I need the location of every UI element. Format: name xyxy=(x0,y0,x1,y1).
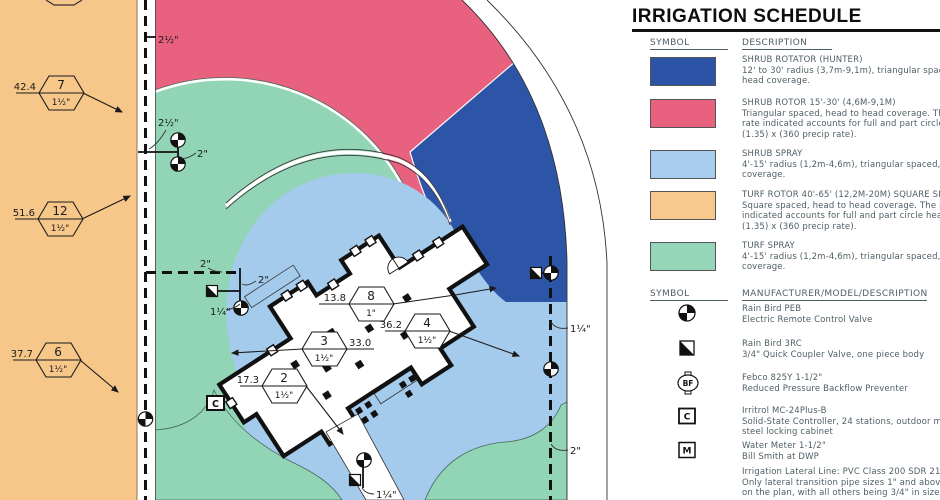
svg-text:8: 8 xyxy=(367,289,375,303)
equipment-desc: Irritrol MC-24Plus-B Solid-State Controll… xyxy=(742,406,940,437)
curb-line xyxy=(461,0,568,500)
svg-text:36.2: 36.2 xyxy=(380,320,402,331)
quick-coupler-icon xyxy=(205,284,219,298)
remote-control-valve-icon xyxy=(678,304,696,322)
turf-spray-zone-sw xyxy=(155,388,343,500)
svg-text:4: 4 xyxy=(423,316,431,330)
parkway-turf-rotor-zone xyxy=(0,0,137,500)
valve-callout: 17.3 2 1½" xyxy=(237,368,344,435)
irrigation-schedule-legend: IRRIGATION SCHEDULE SYMBOL DESCRIPTION S… xyxy=(630,0,940,500)
valve-callout: 42.4 7 1½" xyxy=(14,75,123,113)
valve-callout: 13.8 8 1" xyxy=(319,285,498,322)
equipment-desc: Water Meter 1-1/2" Bill Smith at DWP xyxy=(742,441,826,462)
svg-text:13.8: 13.8 xyxy=(324,293,346,304)
remote-control-valve-icon xyxy=(543,265,559,281)
water-meter-icon: M xyxy=(678,441,696,459)
valve-callout: 51.6 12 1½" xyxy=(13,195,131,237)
equipment-desc: Rain Bird PEB Electric Remote Control Val… xyxy=(742,304,873,325)
pipe-label: 2" xyxy=(570,446,581,457)
remote-control-valve-icon xyxy=(233,300,249,316)
pipe-label: 2" xyxy=(197,149,208,160)
remote-control-valve-icon xyxy=(543,361,559,377)
zone-desc: TURF ROTOR 40'-65' (12,2M-20M) SQUARE SP… xyxy=(742,190,940,232)
svg-text:C: C xyxy=(212,399,219,410)
svg-text:12: 12 xyxy=(52,204,67,218)
equipment-symbol-header: SYMBOL xyxy=(650,289,728,301)
pipe-label: 1¼" xyxy=(376,489,397,500)
equipment-desc: Rain Bird 3RC 3/4" Quick Coupler Valve, o… xyxy=(742,339,925,360)
svg-text:C: C xyxy=(684,412,691,422)
svg-text:2: 2 xyxy=(280,371,288,385)
svg-text:7: 7 xyxy=(57,78,65,92)
svg-text:6: 6 xyxy=(54,345,62,359)
zone-swatch-shrub-spray xyxy=(650,150,716,179)
pipe-label: 1¼" xyxy=(570,323,591,335)
street-edge-line xyxy=(486,0,608,500)
svg-text:17.3: 17.3 xyxy=(237,375,259,386)
zone-swatch-shrub-rotator xyxy=(650,57,716,86)
zones-symbol-header: SYMBOL xyxy=(650,38,728,50)
svg-text:42.4: 42.4 xyxy=(14,82,36,93)
remote-control-valve-icon xyxy=(170,132,186,148)
zone-swatch-shrub-rotor xyxy=(650,99,716,128)
planter-strip xyxy=(243,264,301,309)
remote-control-valve-icon xyxy=(356,452,372,468)
walkway-edge xyxy=(224,148,452,226)
svg-text:1½": 1½" xyxy=(49,365,68,375)
svg-text:M: M xyxy=(683,446,692,456)
svg-text:1½": 1½" xyxy=(418,336,437,346)
wall-windows xyxy=(224,234,445,410)
zones-description-header: DESCRIPTION xyxy=(742,38,832,50)
zone-desc: TURF SPRAY 4'-15' radius (1,2m-4,6m), tri… xyxy=(742,241,940,272)
valve-callouts: 42.4 7 1½" 51.6 12 1½" 37.7 6 xyxy=(11,75,521,435)
plan-symbols: C xyxy=(137,132,559,487)
svg-text:37.7: 37.7 xyxy=(11,349,33,360)
pipe-label: 2½" xyxy=(158,117,179,129)
controller-icon: C xyxy=(206,395,225,411)
site-plan: C 2½" 2½" 2" 2" 2" 1¼" 1¼" 2" 1¼" xyxy=(0,0,630,500)
remote-control-valve-icon xyxy=(137,411,154,427)
zone-desc: SHRUB ROTATOR (HUNTER) 12' to 30' radius … xyxy=(742,55,940,86)
equipment-desc: Febco 825Y 1-1/2" Reduced Pressure Backfl… xyxy=(742,373,908,394)
quick-coupler-icon xyxy=(348,473,362,487)
svg-text:1½": 1½" xyxy=(275,391,294,401)
title-rule xyxy=(632,29,940,32)
equipment-description-header: MANUFACTURER/MODEL/DESCRIPTION xyxy=(742,289,928,301)
pipe-label: 2½" xyxy=(158,34,179,46)
svg-text:51.6: 51.6 xyxy=(13,208,35,219)
zone-desc: SHRUB SPRAY 4'-15' radius (1,2m-4,6m), tr… xyxy=(742,149,940,180)
pipe-label: 1¼" xyxy=(210,306,231,318)
quick-coupler-icon xyxy=(679,340,695,356)
pipe-label: 2" xyxy=(258,275,269,286)
zone-swatch-turf-spray xyxy=(650,242,716,271)
svg-text:1½": 1½" xyxy=(315,354,334,364)
valve-callout: 33.0 3 1½" xyxy=(230,331,374,367)
door-swing xyxy=(387,256,409,275)
zone-swatch-turf-rotor xyxy=(650,191,716,220)
legend-title: IRRIGATION SCHEDULE xyxy=(632,6,862,27)
partial-hexagon-callout xyxy=(45,0,83,6)
svg-text:1½": 1½" xyxy=(51,224,70,234)
valve-callout: 37.7 6 1½" xyxy=(11,342,119,393)
lateral-line-note: Irrigation Lateral Line: PVC Class 200 S… xyxy=(742,467,940,498)
label-leaders xyxy=(148,129,569,495)
pipe-label: 2" xyxy=(200,259,211,270)
turf-spray-zone-se xyxy=(424,401,567,500)
valve-callout: 36.2 4 1½" xyxy=(380,313,521,357)
svg-text:33.0: 33.0 xyxy=(349,338,371,349)
svg-text:BF: BF xyxy=(683,379,694,388)
svg-text:3: 3 xyxy=(320,334,328,348)
zone-desc: SHRUB ROTOR 15'-30' (4,6M-9,1M) Triangula… xyxy=(742,98,940,140)
svg-text:1½": 1½" xyxy=(52,98,71,108)
backflow-preventer-icon: BF xyxy=(677,371,699,395)
quick-coupler-icon xyxy=(529,266,543,280)
pipe-labels: 2½" 2½" 2" 2" 2" 1¼" 1¼" 2" 1¼" xyxy=(158,34,591,500)
remote-control-valve-icon xyxy=(170,156,186,172)
controller-icon: C xyxy=(678,407,696,425)
svg-text:1": 1" xyxy=(366,309,376,319)
street xyxy=(462,0,630,500)
